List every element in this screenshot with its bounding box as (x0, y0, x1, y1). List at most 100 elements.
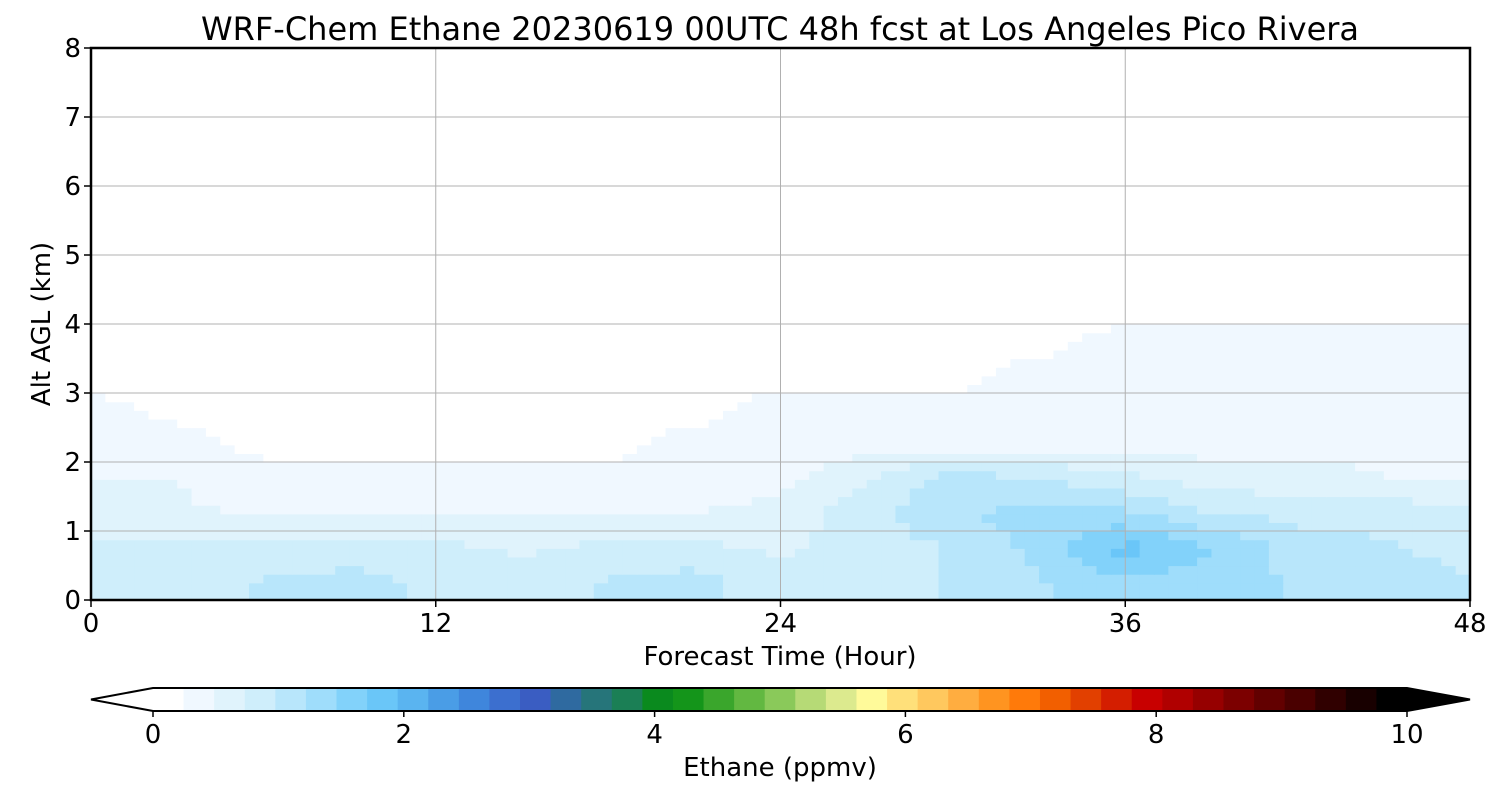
heatmap-cell (105, 229, 121, 239)
heatmap-cell (363, 582, 379, 592)
heatmap-cell (91, 548, 106, 558)
heatmap-cell (1139, 375, 1155, 385)
heatmap-cell (378, 229, 394, 239)
heatmap-cell (766, 151, 782, 161)
heatmap-cell (134, 384, 150, 394)
heatmap-cell (636, 203, 652, 213)
heatmap-cell (1383, 401, 1399, 411)
heatmap-cell (909, 211, 925, 222)
heatmap-cell (1153, 487, 1169, 498)
heatmap-cell (1240, 358, 1256, 368)
heatmap-cell (665, 565, 681, 575)
heatmap-cell (1024, 470, 1040, 480)
heatmap-cell (665, 539, 681, 549)
heatmap-cell (1383, 496, 1399, 506)
heatmap-cell (809, 349, 825, 360)
heatmap-cell (205, 332, 221, 342)
heatmap-cell (162, 496, 178, 506)
heatmap-cell (1426, 513, 1442, 523)
heatmap-cell (306, 160, 322, 170)
heatmap-cell (1283, 453, 1299, 463)
heatmap-cell (823, 263, 839, 273)
heatmap-cell (1153, 358, 1169, 368)
heatmap-cell (794, 315, 810, 325)
heatmap-cell (1182, 522, 1198, 532)
heatmap-cell (1168, 401, 1184, 411)
heatmap-cell (478, 168, 494, 178)
heatmap-cell (119, 531, 135, 541)
heatmap-cell (349, 194, 365, 204)
heatmap-cell (1197, 565, 1213, 575)
heatmap-cell (679, 393, 695, 403)
heatmap-cell (550, 522, 566, 532)
heatmap-cell (450, 349, 466, 360)
heatmap-cell (162, 298, 178, 308)
heatmap-cell (837, 496, 853, 506)
heatmap-cell (952, 306, 968, 316)
heatmap-cell (378, 505, 394, 515)
heatmap-cell (177, 479, 193, 489)
heatmap-cell (1455, 358, 1470, 368)
heatmap-cell (694, 160, 710, 170)
heatmap-cell (1139, 263, 1155, 273)
heatmap-cell (1039, 384, 1055, 394)
heatmap-cell (249, 384, 264, 394)
heatmap-cell (1096, 453, 1112, 463)
heatmap-cell (105, 315, 121, 325)
heatmap-cell (636, 513, 652, 523)
heatmap-cell (1197, 574, 1213, 584)
heatmap-cell (694, 203, 710, 213)
heatmap-cell (507, 505, 523, 515)
heatmap-cell (766, 531, 782, 541)
heatmap-cell (924, 513, 940, 523)
heatmap-cell (320, 556, 336, 567)
heatmap-cell (1240, 341, 1256, 351)
heatmap-cell (694, 453, 710, 463)
heatmap-cell (881, 548, 897, 558)
heatmap-cell (565, 582, 580, 592)
heatmap-cell (1110, 513, 1126, 523)
heatmap-cell (1024, 496, 1040, 506)
heatmap-cell (378, 591, 394, 600)
heatmap-cell (1398, 160, 1414, 170)
heatmap-cell (363, 160, 379, 170)
heatmap-cell (1082, 177, 1098, 187)
heatmap-cell (1211, 280, 1227, 291)
heatmap-cell (507, 522, 523, 532)
heatmap-cell (1297, 203, 1313, 213)
heatmap-cell (249, 194, 264, 204)
heatmap-cell (909, 513, 925, 523)
heatmap-cell (967, 479, 983, 489)
heatmap-cell (392, 444, 408, 454)
heatmap-cell (292, 272, 308, 282)
heatmap-cell (1340, 151, 1356, 161)
heatmap-cell (148, 332, 164, 342)
heatmap-cell (593, 565, 609, 575)
heatmap-cell (1096, 479, 1112, 489)
heatmap-cell (320, 186, 336, 196)
heatmap-cell (794, 324, 810, 334)
heatmap-cell (967, 462, 983, 472)
heatmap-cell (1340, 177, 1356, 187)
heatmap-cell (1125, 272, 1141, 282)
heatmap-cell (895, 453, 911, 463)
heatmap-cell (909, 315, 925, 325)
heatmap-cell (1096, 539, 1112, 549)
heatmap-cell (1096, 462, 1112, 472)
heatmap-cell (1168, 280, 1184, 291)
heatmap-cell (1153, 324, 1169, 334)
heatmap-cell (191, 375, 207, 385)
heatmap-cell (766, 384, 782, 394)
heatmap-cell (134, 332, 150, 342)
heatmap-cell (1053, 237, 1069, 247)
heatmap-cell (91, 539, 106, 549)
heatmap-cell (1283, 349, 1299, 360)
heatmap-cell (1225, 487, 1241, 498)
heatmap-cell (550, 444, 566, 454)
heatmap-cell (478, 289, 494, 299)
heatmap-cell (1426, 418, 1442, 429)
heatmap-cell (1053, 298, 1069, 308)
heatmap-cell (493, 315, 509, 325)
heatmap-cell (1340, 160, 1356, 170)
heatmap-cell (622, 470, 638, 480)
